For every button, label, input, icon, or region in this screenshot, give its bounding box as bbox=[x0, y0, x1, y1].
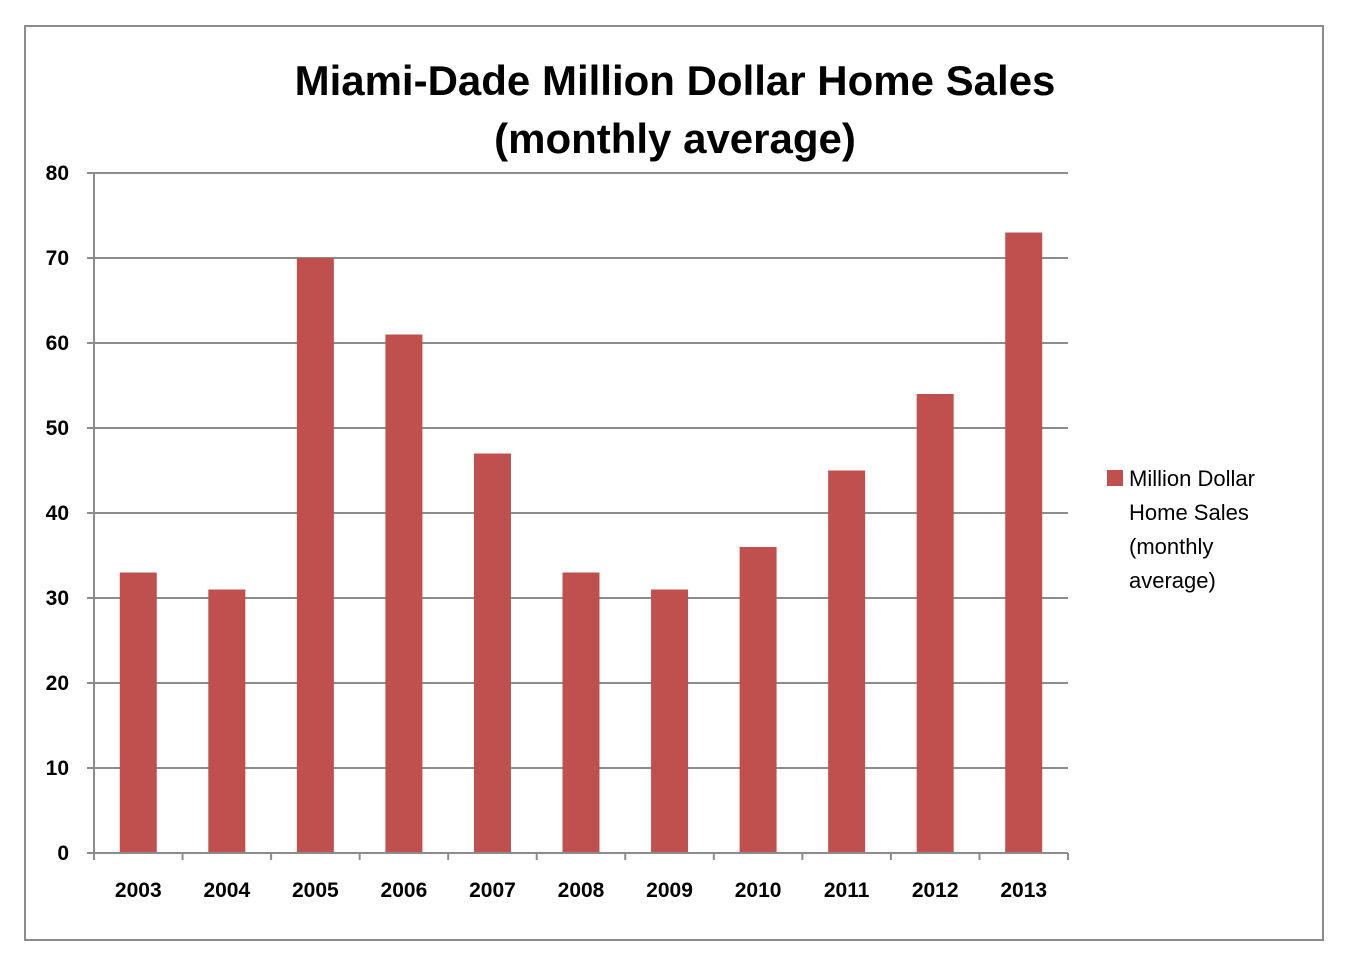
legend-label: Million Dollar Home Sales (monthly avera… bbox=[1129, 466, 1255, 593]
x-tick-label-2006: 2006 bbox=[381, 879, 428, 902]
bar-2008 bbox=[562, 572, 600, 853]
x-tick-label-2013: 2013 bbox=[1000, 879, 1047, 902]
bar-2007 bbox=[473, 453, 511, 853]
bars bbox=[119, 232, 1043, 853]
x-tick-label-2008: 2008 bbox=[558, 879, 605, 902]
y-tick-label-70: 70 bbox=[46, 247, 69, 270]
x-tick-label-2003: 2003 bbox=[115, 879, 162, 902]
x-tick-label-2004: 2004 bbox=[203, 879, 250, 902]
y-tick-label-60: 60 bbox=[46, 332, 69, 355]
y-tick-label-50: 50 bbox=[46, 417, 69, 440]
x-tick-label-2007: 2007 bbox=[469, 879, 516, 902]
bar-2003 bbox=[119, 572, 157, 853]
y-tick-label-80: 80 bbox=[46, 162, 69, 185]
bar-2006 bbox=[385, 334, 423, 853]
x-tick-label-2012: 2012 bbox=[912, 879, 959, 902]
bar-2009 bbox=[651, 589, 689, 853]
y-tick-label-40: 40 bbox=[46, 502, 69, 525]
y-tick-label-10: 10 bbox=[46, 757, 69, 780]
x-tick-label-2010: 2010 bbox=[735, 879, 782, 902]
bar-2013 bbox=[1005, 232, 1043, 853]
y-tick-label-0: 0 bbox=[57, 842, 69, 865]
y-tick-label-20: 20 bbox=[46, 672, 69, 695]
bar-2011 bbox=[828, 470, 866, 853]
x-tick-label-2011: 2011 bbox=[824, 879, 870, 902]
y-tick-labels: 0 10 20 30 40 50 60 70 80 bbox=[46, 162, 69, 865]
x-tick-label-2005: 2005 bbox=[292, 879, 339, 902]
legend-swatch bbox=[1107, 470, 1123, 486]
bar-2004 bbox=[208, 589, 246, 853]
y-tick-label-30: 30 bbox=[46, 587, 69, 610]
bar-2010 bbox=[739, 547, 777, 853]
axes bbox=[87, 172, 1069, 860]
x-tick-labels: 2003 2004 2005 2006 2007 2008 2009 2010 2011 2012… bbox=[115, 879, 1047, 902]
bar-2005 bbox=[296, 258, 334, 853]
bar-2012 bbox=[916, 394, 954, 853]
x-tick-label-2009: 2009 bbox=[646, 879, 693, 902]
